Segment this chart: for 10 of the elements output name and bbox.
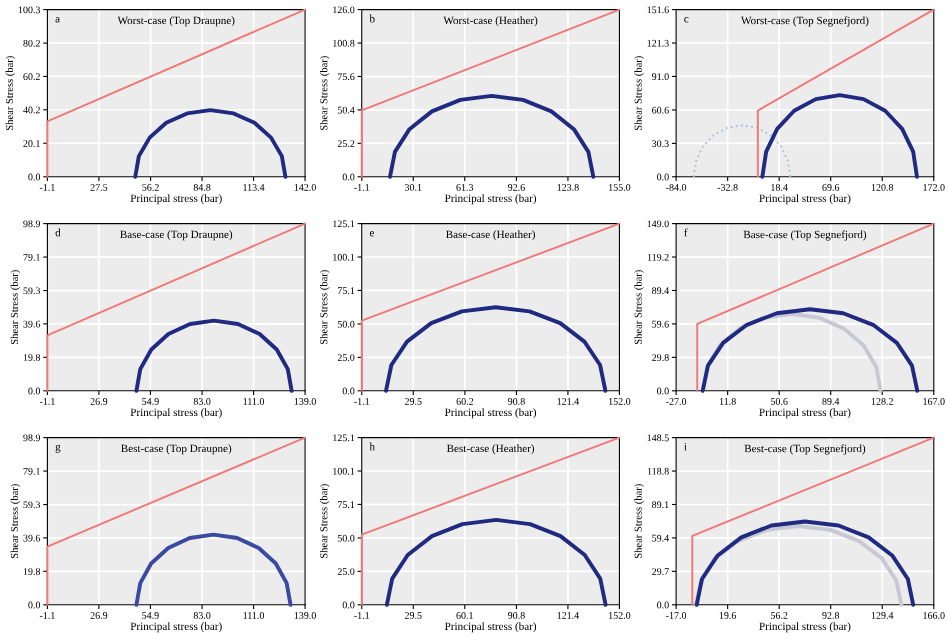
line-series [760,93,919,179]
line-series [692,124,792,178]
line-series [384,305,608,393]
line-series [133,108,288,179]
line-series [700,311,883,393]
line-series [388,93,596,179]
line-series [700,307,920,393]
line-series [134,532,293,607]
line-series [134,318,294,393]
line-series [384,517,608,607]
